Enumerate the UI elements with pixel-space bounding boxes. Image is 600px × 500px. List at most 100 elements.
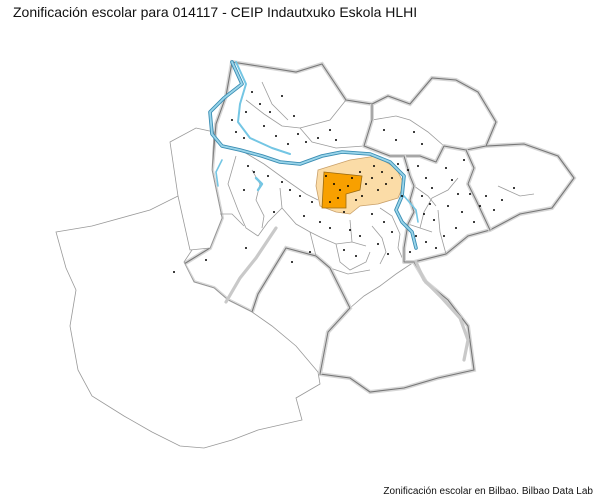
highway-southwest (224, 226, 278, 304)
school-point (335, 139, 337, 141)
school-point (293, 115, 295, 117)
school-point (447, 205, 449, 207)
river-channel (235, 61, 291, 155)
school-point (325, 175, 327, 177)
school-point (421, 143, 423, 145)
highway-south (414, 260, 470, 362)
school-point (381, 171, 383, 173)
school-point (395, 139, 397, 141)
school-point (433, 219, 435, 221)
river-creek-west (215, 159, 223, 187)
school-point (333, 183, 335, 185)
school-point (281, 181, 283, 183)
school-point (425, 241, 427, 243)
school-point (429, 203, 431, 205)
district-borders (318, 104, 492, 375)
school-point (319, 221, 321, 223)
school-point (457, 193, 459, 195)
school-point (349, 229, 351, 231)
school-point (243, 189, 245, 191)
river-water-north (209, 61, 417, 249)
school-point (391, 177, 393, 179)
school-point (445, 167, 447, 169)
school-point (245, 111, 247, 113)
school-point (391, 231, 393, 233)
school-point (423, 213, 425, 215)
school-point (287, 143, 289, 145)
school-point (309, 251, 311, 253)
school-point (455, 227, 457, 229)
school-point (251, 91, 253, 93)
school-point (339, 189, 341, 191)
school-point (485, 195, 487, 197)
school-point (493, 209, 495, 211)
school-point (259, 103, 261, 105)
school-point (245, 247, 247, 249)
school-point (329, 201, 331, 203)
school-point (343, 211, 345, 213)
school-point (371, 213, 373, 215)
school-point (273, 211, 275, 213)
school-point (291, 261, 293, 263)
school-point (451, 179, 453, 181)
school-point (415, 235, 417, 237)
school-point (275, 135, 277, 137)
school-point (235, 131, 237, 133)
school-point (355, 199, 357, 201)
school-point (461, 211, 463, 213)
school-point (387, 253, 389, 255)
school-point (343, 249, 345, 251)
school-points (173, 91, 515, 273)
school-point (413, 131, 415, 133)
school-point (263, 125, 265, 127)
school-point (397, 163, 399, 165)
school-point (337, 197, 339, 199)
school-point (421, 195, 423, 197)
school-point (377, 189, 379, 191)
selected-school-section (321, 171, 363, 209)
school-point (443, 235, 445, 237)
school-point (253, 171, 255, 173)
school-point (431, 187, 433, 189)
school-point (247, 165, 249, 167)
school-point (383, 129, 385, 131)
school-point (269, 111, 271, 113)
school-point (267, 175, 269, 177)
school-point (329, 129, 331, 131)
school-point (317, 137, 319, 139)
school-point (385, 183, 387, 185)
west-area (169, 127, 223, 251)
river (208, 60, 419, 250)
school-point (305, 141, 307, 143)
school-point (373, 165, 375, 167)
river-branch-east (403, 195, 419, 223)
school-point (347, 185, 349, 187)
school-point (303, 215, 305, 217)
school-point (173, 271, 175, 273)
school-point (377, 243, 379, 245)
school-point (297, 133, 299, 135)
school-point (329, 227, 331, 229)
school-point (401, 195, 403, 197)
school-point (281, 95, 283, 97)
map-caption: Zonificación escolar en Bilbao. Bilbao D… (383, 486, 593, 497)
school-point (407, 169, 409, 171)
school-point (311, 201, 313, 203)
school-point (365, 183, 367, 185)
school-point (359, 171, 361, 173)
river-pond (254, 176, 264, 192)
map-title: Zonificación escolar para 014117 - CEIP … (13, 4, 418, 20)
school-point (479, 205, 481, 207)
school-point (463, 159, 465, 161)
school-point (501, 199, 503, 201)
school-point (351, 177, 353, 179)
school-point (473, 221, 475, 223)
school-point (231, 119, 233, 121)
school-point (469, 193, 471, 195)
school-point (513, 187, 515, 189)
school-point (355, 255, 357, 257)
school-point (289, 189, 291, 191)
school-zone (315, 155, 405, 215)
school-point (361, 195, 363, 197)
